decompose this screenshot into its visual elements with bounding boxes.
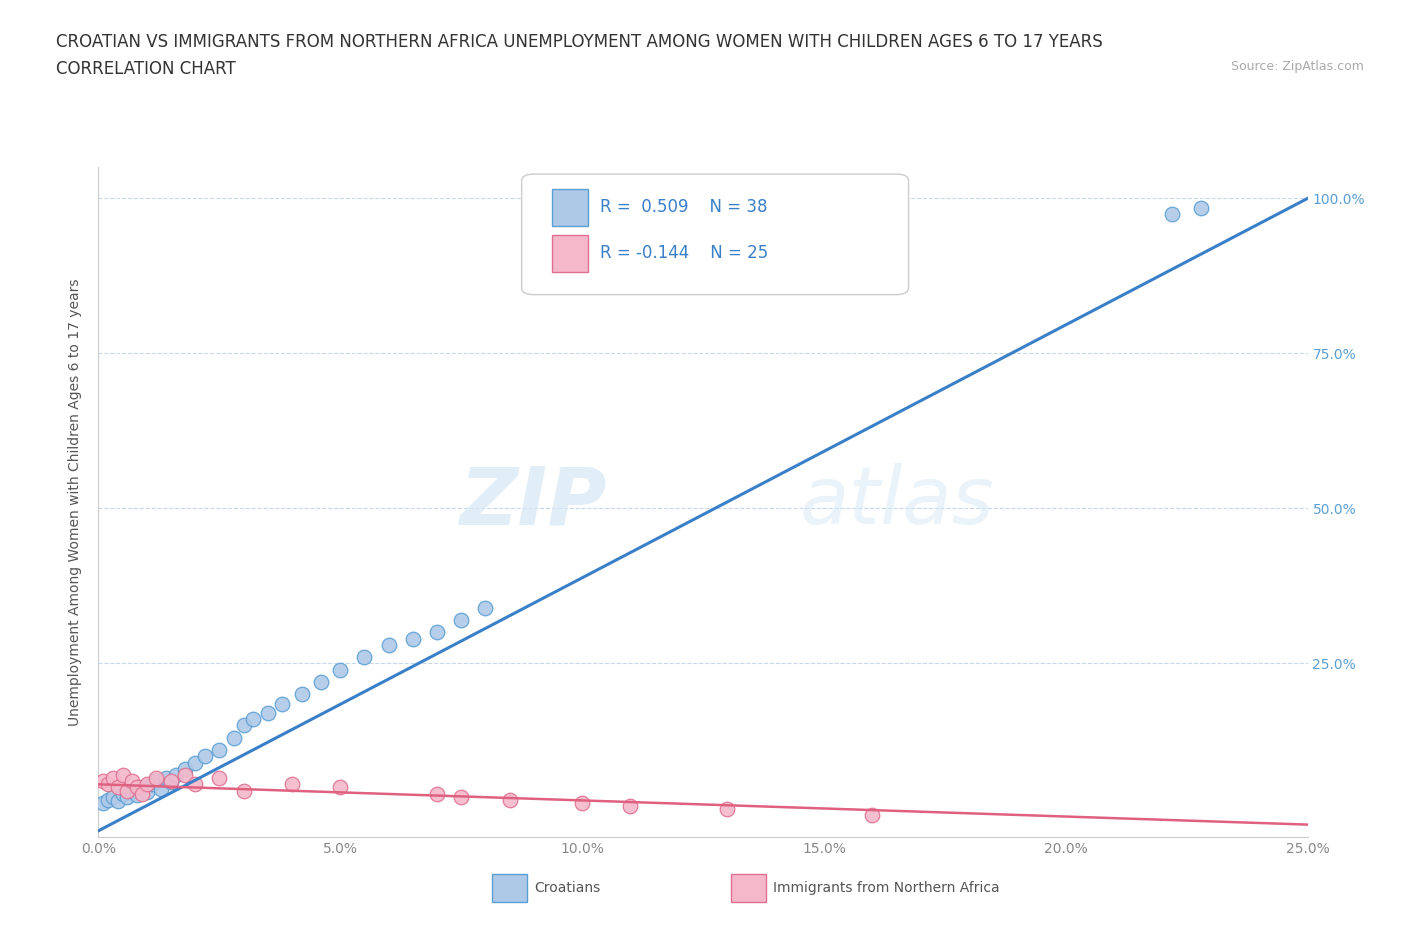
Point	[141, 777, 163, 791]
Point	[474, 600, 496, 615]
Point	[97, 777, 120, 791]
Point	[127, 780, 149, 795]
Point	[155, 771, 177, 786]
Point	[107, 780, 129, 795]
Bar	[553, 235, 588, 272]
Point	[160, 774, 183, 789]
Point	[450, 790, 472, 804]
Point	[127, 788, 149, 803]
Point	[174, 762, 197, 777]
Point	[581, 259, 603, 274]
Point	[402, 631, 425, 646]
Point	[184, 755, 207, 770]
Point	[111, 786, 134, 801]
Point	[111, 767, 134, 782]
Point	[281, 777, 304, 791]
Point	[101, 790, 124, 804]
Point	[145, 771, 167, 786]
Point	[160, 775, 183, 790]
Point	[271, 697, 294, 711]
Point	[174, 767, 197, 782]
Text: CROATIAN VS IMMIGRANTS FROM NORTHERN AFRICA UNEMPLOYMENT AMONG WOMEN WITH CHILDR: CROATIAN VS IMMIGRANTS FROM NORTHERN AFR…	[56, 33, 1102, 50]
Point	[860, 808, 883, 823]
Text: CORRELATION CHART: CORRELATION CHART	[56, 60, 236, 78]
Point	[619, 799, 641, 814]
Point	[426, 625, 449, 640]
Point	[309, 674, 332, 689]
Point	[329, 662, 352, 677]
Point	[208, 771, 231, 786]
Point	[135, 777, 157, 791]
Point	[329, 780, 352, 795]
Point	[121, 774, 143, 789]
Point	[426, 786, 449, 801]
Point	[101, 771, 124, 786]
Point	[290, 687, 312, 702]
Bar	[553, 189, 588, 226]
Point	[377, 637, 399, 652]
Point	[165, 767, 187, 782]
Point	[107, 793, 129, 808]
Point	[131, 786, 153, 801]
Text: R = -0.144    N = 25: R = -0.144 N = 25	[600, 245, 769, 262]
Point	[208, 743, 231, 758]
Point	[1161, 206, 1184, 221]
Point	[571, 795, 593, 810]
Point	[256, 706, 278, 721]
Point	[91, 795, 114, 810]
FancyBboxPatch shape	[522, 174, 908, 295]
Point	[232, 718, 254, 733]
Text: Source: ZipAtlas.com: Source: ZipAtlas.com	[1230, 60, 1364, 73]
Point	[117, 783, 139, 798]
Point	[135, 785, 157, 800]
Point	[1189, 200, 1212, 215]
Text: Croatians: Croatians	[534, 881, 600, 896]
Point	[184, 777, 207, 791]
Text: ZIP: ZIP	[458, 463, 606, 541]
Point	[498, 792, 520, 807]
Point	[131, 780, 153, 795]
Point	[117, 790, 139, 804]
Point	[91, 774, 114, 789]
Y-axis label: Unemployment Among Women with Children Ages 6 to 17 years: Unemployment Among Women with Children A…	[69, 278, 83, 726]
Point	[353, 650, 375, 665]
Point	[121, 783, 143, 798]
Point	[194, 749, 217, 764]
Point	[561, 272, 583, 286]
Point	[97, 792, 120, 807]
Text: R =  0.509    N = 38: R = 0.509 N = 38	[600, 198, 768, 217]
Point	[222, 730, 245, 745]
Text: Immigrants from Northern Africa: Immigrants from Northern Africa	[773, 881, 1000, 896]
Text: atlas: atlas	[800, 463, 994, 541]
Point	[242, 711, 264, 726]
Point	[145, 774, 167, 789]
Point	[716, 802, 738, 817]
Point	[150, 781, 173, 796]
Point	[450, 613, 472, 628]
Point	[232, 783, 254, 798]
